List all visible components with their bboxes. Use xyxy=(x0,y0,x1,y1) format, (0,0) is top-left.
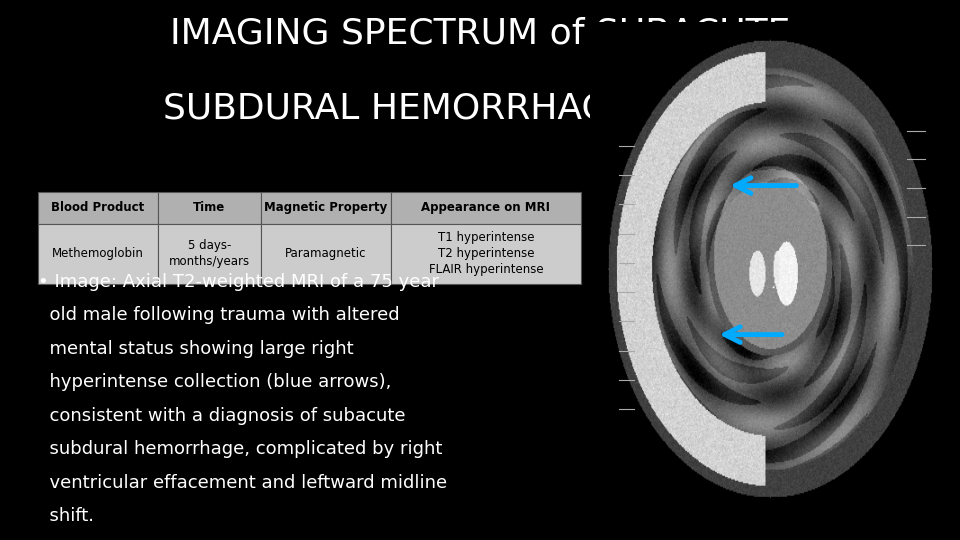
Bar xyxy=(157,224,261,284)
Text: ventricular effacement and leftward midline: ventricular effacement and leftward midl… xyxy=(38,474,447,491)
Bar xyxy=(261,224,391,284)
Text: IMAGING SPECTRUM of SUBACUTE: IMAGING SPECTRUM of SUBACUTE xyxy=(170,16,790,50)
Text: Paramagnetic: Paramagnetic xyxy=(285,247,367,260)
Text: mental status showing large right: mental status showing large right xyxy=(38,340,354,357)
Bar xyxy=(391,224,581,284)
Text: 5 days-
months/years: 5 days- months/years xyxy=(169,239,250,268)
Text: Magnetic Property: Magnetic Property xyxy=(264,201,388,214)
Text: Time: Time xyxy=(193,201,226,214)
Text: old male following trauma with altered: old male following trauma with altered xyxy=(38,306,400,324)
Text: subdural hemorrhage, complicated by right: subdural hemorrhage, complicated by righ… xyxy=(38,440,443,458)
Text: • Image: Axial T2-weighted MRI of a 75 year: • Image: Axial T2-weighted MRI of a 75 y… xyxy=(38,273,440,291)
Text: SUBDURAL HEMORRHAGE – MRI T2: SUBDURAL HEMORRHAGE – MRI T2 xyxy=(163,92,797,126)
Bar xyxy=(38,224,157,284)
Bar xyxy=(157,192,261,224)
Text: Appearance on MRI: Appearance on MRI xyxy=(421,201,550,214)
Bar xyxy=(38,192,157,224)
Text: Blood Product: Blood Product xyxy=(52,201,145,214)
Bar xyxy=(391,192,581,224)
Text: T1 hyperintense
T2 hyperintense
FLAIR hyperintense: T1 hyperintense T2 hyperintense FLAIR hy… xyxy=(428,231,543,276)
Text: consistent with a diagnosis of subacute: consistent with a diagnosis of subacute xyxy=(38,407,406,424)
Text: shift.: shift. xyxy=(38,507,94,525)
Text: Methemoglobin: Methemoglobin xyxy=(52,247,144,260)
Text: hyperintense collection (blue arrows),: hyperintense collection (blue arrows), xyxy=(38,373,392,391)
Bar xyxy=(261,192,391,224)
